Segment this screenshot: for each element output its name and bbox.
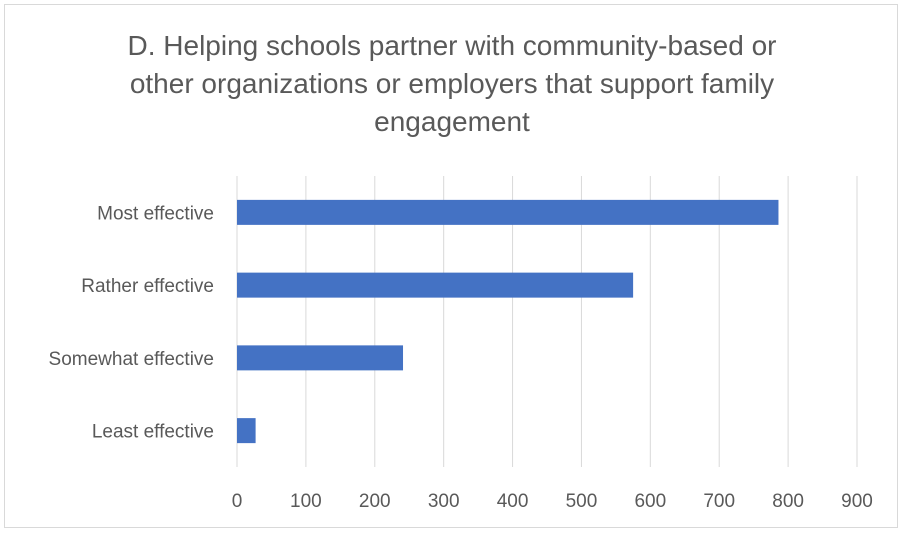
x-tick-label-200: 200 [359, 491, 391, 512]
chart-frame [4, 4, 898, 528]
x-tick-label-0: 0 [232, 491, 243, 512]
chart-title-line-1: D. Helping schools partner with communit… [127, 30, 777, 61]
category-labels: Most effective Rather effective Somewhat e… [49, 203, 214, 442]
x-tick-label-400: 400 [497, 491, 529, 512]
bar-least-effective [237, 418, 256, 444]
x-tick-label-700: 700 [703, 491, 735, 512]
x-tick-label-500: 500 [566, 491, 598, 512]
bar-somewhat-effective [237, 345, 404, 371]
category-label-rather-effective: Rather effective [81, 276, 214, 297]
category-label-most-effective: Most effective [97, 203, 214, 224]
bar-most-effective [237, 199, 779, 225]
category-label-least-effective: Least effective [92, 422, 214, 443]
bar-rather-effective [237, 272, 634, 298]
bars [237, 199, 779, 444]
x-tick-label-100: 100 [290, 491, 322, 512]
x-tick-label-600: 600 [634, 491, 666, 512]
chart-title-line-2: other organizations or employers that su… [129, 68, 775, 99]
x-tick-label-800: 800 [772, 491, 804, 512]
x-tick-labels: 0 100 200 300 400 500 600 700 800 900 [232, 491, 873, 512]
x-tick-label-300: 300 [428, 491, 460, 512]
chart-title: D. Helping schools partner with communit… [0, 27, 904, 141]
category-label-somewhat-effective: Somewhat effective [49, 349, 214, 370]
chart-title-line-3: engagement [374, 106, 530, 137]
x-tick-label-900: 900 [841, 491, 873, 512]
